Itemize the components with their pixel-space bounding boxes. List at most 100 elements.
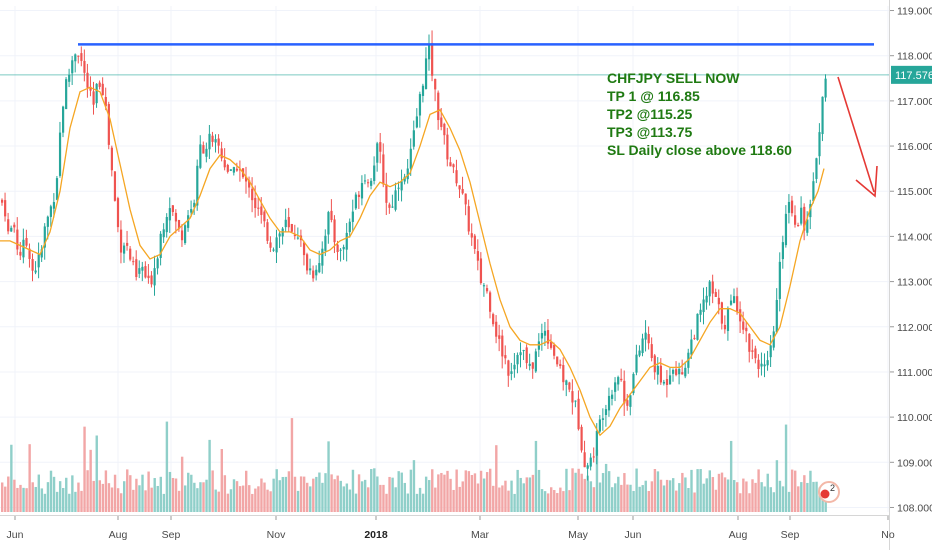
volume-bar [781,486,785,512]
candle-body [232,167,235,173]
candle-body [739,309,742,322]
volume-bar [498,487,501,512]
candle-body [4,200,7,217]
candle-body [650,344,653,359]
candle-body [644,332,647,340]
candle-body [147,275,150,279]
volume-bar [537,469,541,512]
price-tick-label: 115.000 [897,186,932,198]
candle-body [800,207,803,224]
candle-body [373,165,376,181]
candle-body [742,321,745,330]
volume-bar [687,488,690,512]
price-tick-label: 109.000 [897,457,932,469]
candle-body [553,345,556,356]
candle-body [187,215,190,228]
candle-body [19,251,22,256]
volume-bar [397,471,400,512]
candle-body [501,335,504,357]
volume-bar [711,477,715,512]
volume-bar [675,490,678,512]
candle-body [391,206,394,208]
candle-body [476,251,479,261]
volume-bar [531,474,535,512]
candle-body [22,239,25,258]
candle-body [794,215,797,225]
candle-body [449,162,452,167]
volume-bar [52,476,56,512]
candle-body [293,234,296,237]
time-tick-label: Aug [109,529,128,541]
candle-body [34,270,37,273]
candle-body [135,259,138,277]
candle-body [46,216,49,227]
candle-body [498,335,501,339]
volume-bar [507,490,510,512]
candle-body [623,380,626,404]
candle-body [83,60,86,73]
price-tick-label: 114.000 [897,231,932,243]
volume-bar [190,474,193,512]
volume-bar [546,493,550,512]
price-axis[interactable]: 119.000 118.000 117.000 116.000 115.000 114.0… [890,6,932,515]
candle-body [171,205,174,213]
time-axis[interactable]: Jun Aug Sep Nov 2018 Mar May Jun Aug Sep No [7,516,895,541]
volume-bar [626,484,629,512]
volume-bar [699,469,702,512]
volume-bar [760,482,763,512]
candle-body [815,158,818,179]
volume-bar [354,493,358,512]
candle-body [58,132,62,176]
volume-bar [516,469,519,512]
annotation-line: CHFJPY SELL NOW [607,70,740,86]
volume-bar [153,478,156,512]
candle-body [403,176,406,182]
event-marker-icon[interactable]: 2 [818,481,840,503]
volume-bar [492,485,495,512]
volume-bar [818,487,821,512]
candle-body [89,86,92,91]
volume-bar [421,493,425,512]
candle-body [592,456,595,458]
candle-body [516,354,519,365]
volume-bar [28,444,31,512]
time-tick-label: Mar [471,529,490,541]
volume-bar [751,479,754,512]
candle-body [659,365,662,383]
volume-bar [357,474,361,512]
volume-bar [659,479,663,512]
annotation-line: TP3 @113.75 [607,124,692,140]
candle-body [662,381,666,384]
trade-annotation[interactable]: CHFJPY SELL NOW TP 1 @ 116.85 TP2 @115.25 T… [607,70,792,158]
volume-bar [296,490,300,512]
volume-bar [220,448,223,512]
volume-bar [601,473,605,512]
candle-body [318,263,321,273]
candle-body [775,299,778,333]
candle-body [766,360,769,366]
volume-bar [787,491,791,512]
sell-arrow[interactable] [837,76,878,198]
candle-body [546,330,550,344]
volume-bar [92,480,95,512]
candle-body [77,55,80,57]
volume-bar [763,486,766,512]
candle-body [10,227,13,232]
price-tick-label: 111.000 [897,367,932,379]
price-tick-label: 110.000 [897,412,932,424]
volume-bar [211,470,214,512]
candle-body [720,302,723,324]
candle-body [360,183,364,199]
candle-body [65,79,68,110]
candle-body [574,400,577,402]
volume-bar [766,473,769,512]
candle-body [296,237,300,239]
candle-body [168,208,171,221]
volume-bar [635,468,638,512]
candle-body [595,431,598,456]
candle-body [537,341,540,350]
volume-bar [287,471,291,512]
volume-bar [693,492,696,512]
volume-bar [409,469,413,512]
candle-body [418,94,422,116]
